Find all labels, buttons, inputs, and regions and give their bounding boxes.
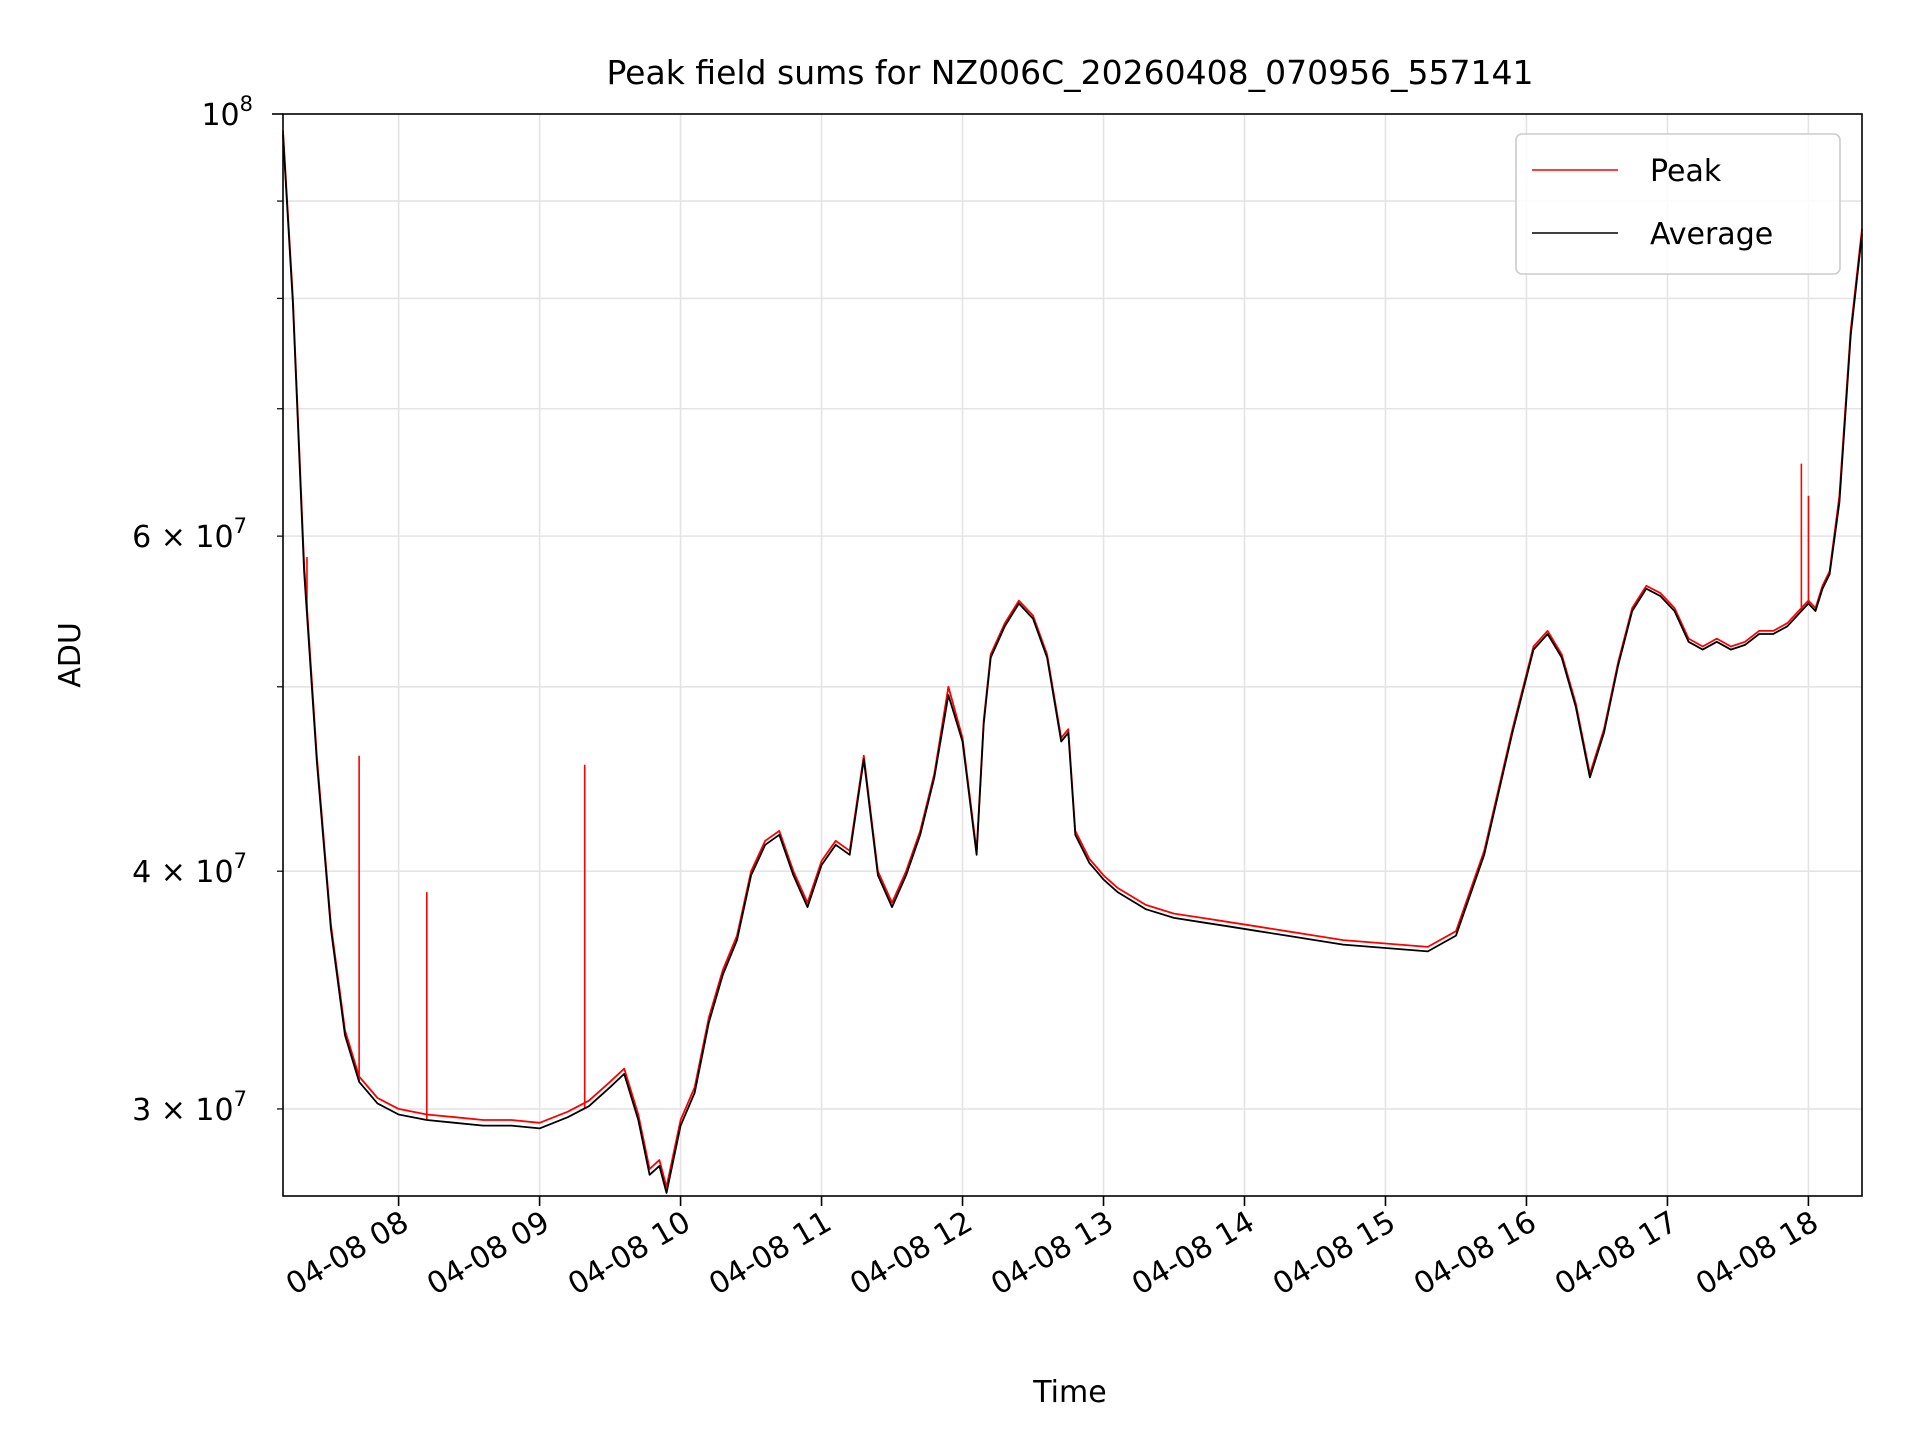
y-axis: 108 3 × 107 4 × 107 6 × 107 <box>132 92 283 1128</box>
plot-series <box>282 130 1863 1194</box>
legend-average-label: Average <box>1650 217 1773 252</box>
series-line-average <box>282 134 1863 1194</box>
y-tick-label: 4 × 107 <box>132 849 247 890</box>
y-tick-label: 108 <box>201 92 253 133</box>
y-tick-label: 6 × 107 <box>132 514 247 555</box>
y-tick-label: 3 × 107 <box>132 1087 247 1128</box>
x-axis-label: Time <box>1032 1375 1106 1410</box>
legend: Peak Average <box>1515 133 1841 275</box>
grid <box>283 114 1862 1196</box>
legend-peak-label: Peak <box>1650 154 1722 189</box>
plot-frame <box>282 113 1863 1197</box>
legend-box <box>1515 133 1841 275</box>
chart-title: Peak field sums for NZ006C_20260408_0709… <box>606 53 1533 92</box>
y-axis-label: ADU <box>53 622 88 688</box>
series-line-peak <box>282 130 1863 1188</box>
